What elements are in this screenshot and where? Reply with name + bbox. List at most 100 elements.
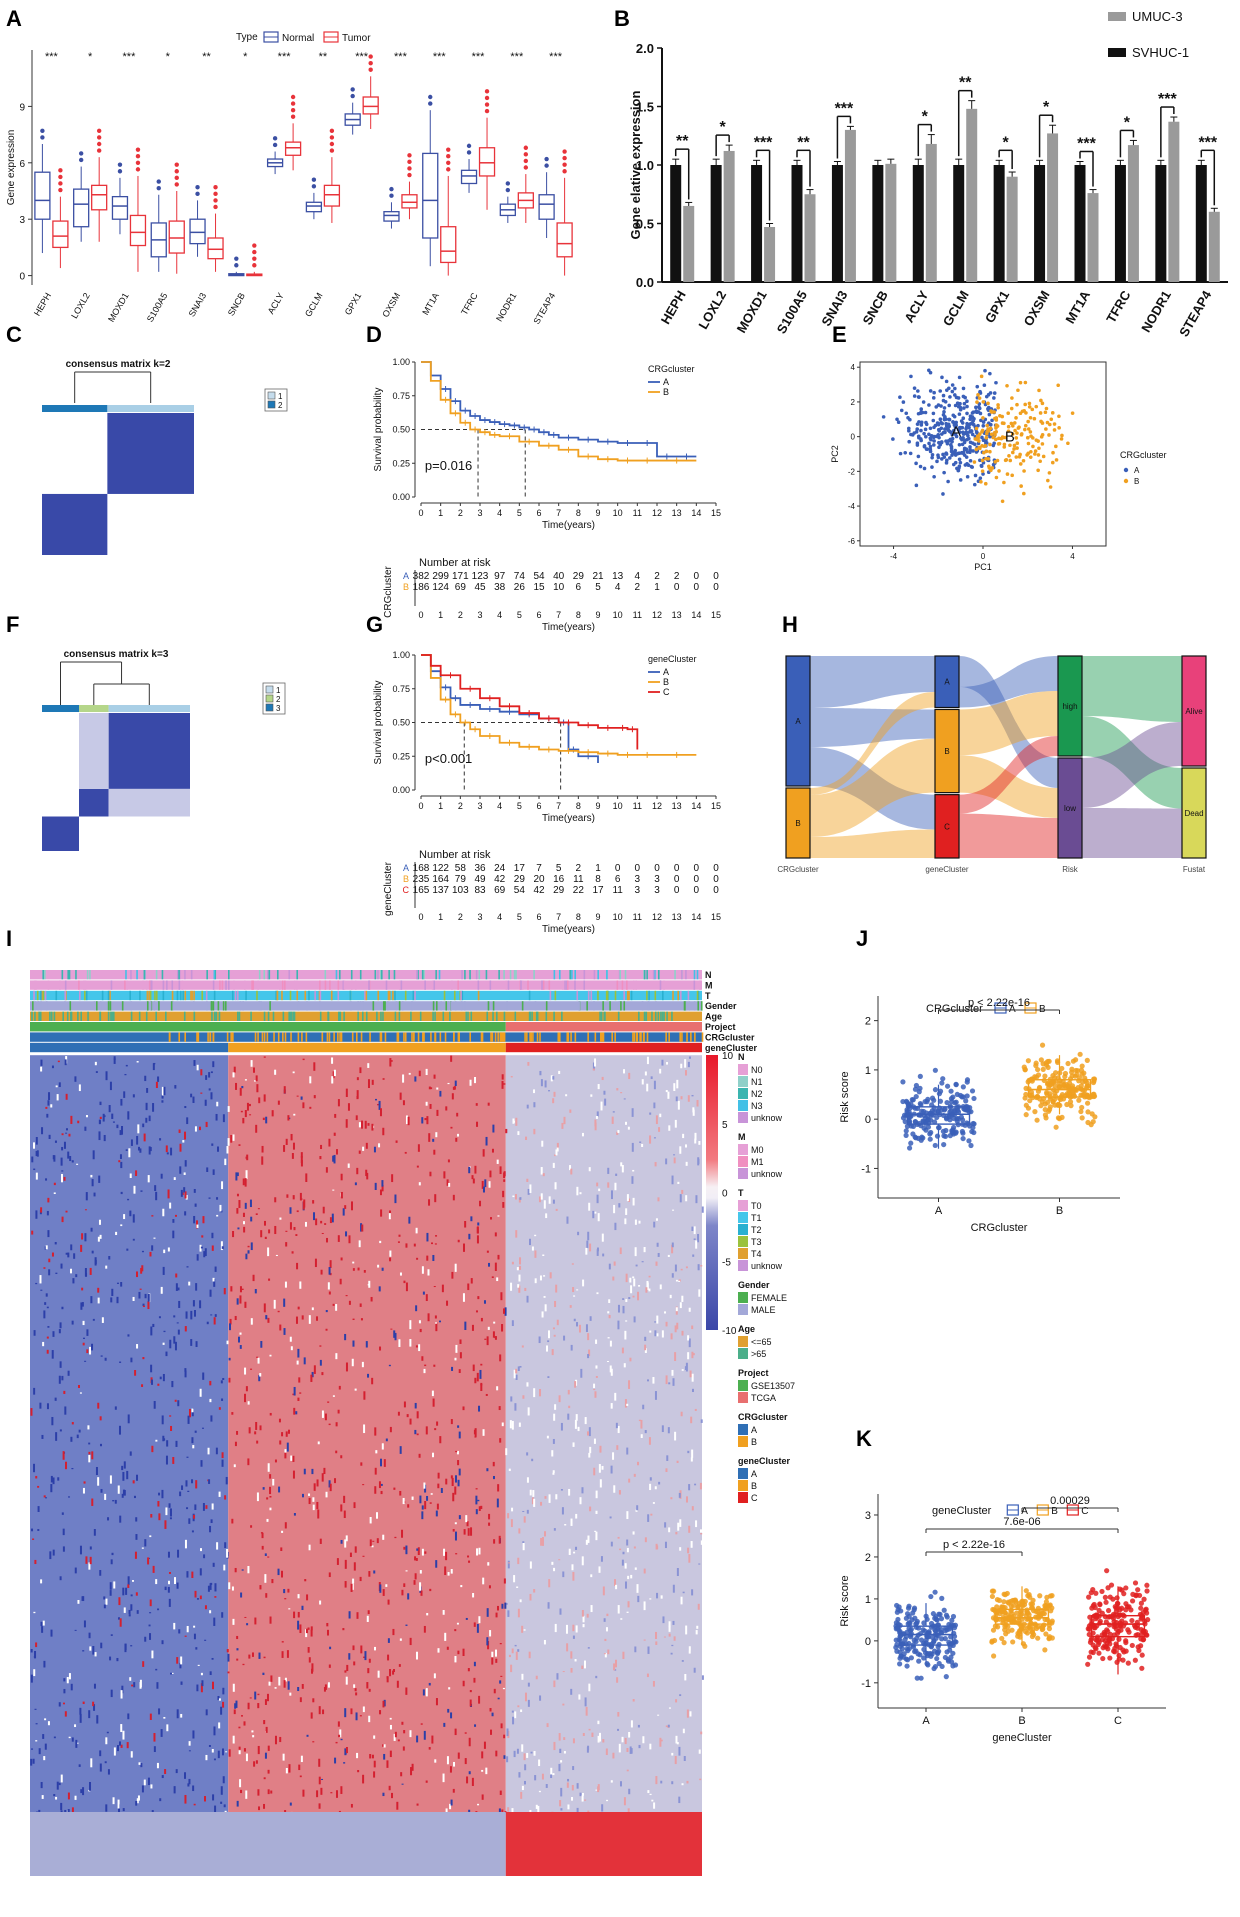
matrix-cell [558, 1763, 561, 1772]
matrix-cell [106, 1731, 109, 1734]
y-tick-label: 0.00 [392, 785, 410, 795]
matrix-cell [476, 1226, 479, 1234]
matrix-cell [214, 1596, 217, 1598]
track-stripe [392, 990, 394, 1001]
track-stripe [213, 990, 216, 1001]
scatter-point [1060, 433, 1064, 438]
risk-title: Number at risk [419, 557, 491, 569]
matrix-cell [195, 1220, 198, 1229]
matrix-cell [647, 1379, 650, 1382]
scatter-point [1040, 401, 1045, 406]
matrix-cell [61, 1146, 64, 1151]
matrix-cell [632, 1531, 635, 1535]
x-tick-label: 10 [613, 508, 623, 518]
matrix-cell [368, 1688, 371, 1692]
matrix-cell [598, 1188, 601, 1192]
matrix-cell [330, 1792, 333, 1794]
matrix-cell [344, 1581, 347, 1588]
matrix-cell [562, 1671, 565, 1673]
track-stripe [659, 980, 662, 990]
matrix-cell [99, 1116, 102, 1120]
matrix-cell [92, 1318, 95, 1321]
track-stripe [414, 990, 416, 1001]
track-stripe [602, 1001, 604, 1011]
matrix-cell [281, 1641, 284, 1643]
matrix-cell [610, 1403, 613, 1409]
matrix-cell [204, 1099, 207, 1106]
matrix-cell [156, 1762, 159, 1769]
matrix-cell [615, 1422, 618, 1429]
matrix-cell [576, 1783, 579, 1789]
scatter-point [928, 444, 933, 449]
track-segment [228, 1042, 506, 1053]
track-stripe [652, 970, 655, 980]
track-label: CRGcluster [705, 1032, 755, 1042]
matrix-cell [515, 1230, 518, 1238]
matrix-cell [682, 1133, 685, 1139]
matrix-cell [407, 1504, 410, 1508]
matrix-cell [166, 1152, 169, 1155]
matrix-cell [240, 1789, 243, 1794]
matrix-cell [188, 1778, 191, 1785]
outlier-point [156, 185, 161, 191]
matrix-cell [657, 1714, 660, 1716]
matrix-cell [87, 1425, 90, 1430]
matrix-cell [601, 1465, 604, 1470]
matrix-cell [311, 1663, 314, 1672]
matrix-cell [40, 1207, 43, 1213]
legend-label: A [1134, 466, 1140, 475]
matrix-cell [382, 1127, 385, 1136]
matrix-cell [588, 1452, 591, 1458]
scatter-points [881, 368, 1075, 504]
track-stripe [361, 1011, 364, 1021]
matrix-cell [222, 1377, 225, 1381]
significance-label: *** [1158, 91, 1177, 108]
matrix-cell [488, 1262, 491, 1267]
y-tick-label: -4 [848, 502, 856, 511]
matrix-cell [324, 1223, 327, 1225]
matrix-cell [696, 1099, 699, 1107]
matrix-cell [209, 1610, 212, 1614]
matrix-cell [532, 1490, 535, 1497]
matrix-cell [71, 1737, 74, 1742]
matrix-cell [88, 1442, 91, 1445]
matrix-cell [191, 1437, 194, 1444]
matrix-cell [668, 1527, 671, 1533]
outlier-point [174, 169, 179, 174]
matrix-cell [505, 1448, 508, 1456]
matrix-cell [250, 1216, 253, 1222]
matrix-cell [523, 1780, 526, 1785]
track-stripe [275, 990, 277, 1001]
matrix-cell [626, 1539, 629, 1546]
matrix-cell [500, 1723, 503, 1729]
legend-key [738, 1436, 748, 1447]
matrix-cell [130, 1357, 133, 1363]
matrix-cell [300, 1755, 303, 1763]
track-stripe [680, 970, 683, 980]
matrix-cell [285, 1431, 288, 1437]
jitter-point [959, 1128, 966, 1135]
scatter-point [945, 441, 950, 446]
matrix-cell [684, 1059, 687, 1068]
matrix-cell [581, 1795, 584, 1802]
matrix-cell [594, 1122, 597, 1131]
matrix-cell [587, 1535, 590, 1543]
matrix-cell [503, 1179, 506, 1182]
matrix-cell [373, 1771, 376, 1778]
scatter-point [943, 427, 947, 431]
track-stripe [489, 980, 492, 990]
track-stripe [430, 1032, 432, 1042]
matrix-cell [183, 1172, 186, 1175]
matrix-cell [664, 1541, 667, 1549]
track-stripe [542, 980, 545, 990]
matrix-cell [610, 1190, 613, 1200]
matrix-cell [290, 1133, 293, 1141]
legend-label: 1 [276, 686, 281, 695]
track-stripe [66, 1011, 69, 1021]
matrix-cell [457, 1133, 460, 1137]
scatter-point [1005, 472, 1010, 476]
matrix-cell [326, 1629, 329, 1636]
matrix-cell [35, 1740, 38, 1742]
matrix-cell [671, 1244, 674, 1254]
y-tick-label: 2.0 [636, 41, 654, 56]
